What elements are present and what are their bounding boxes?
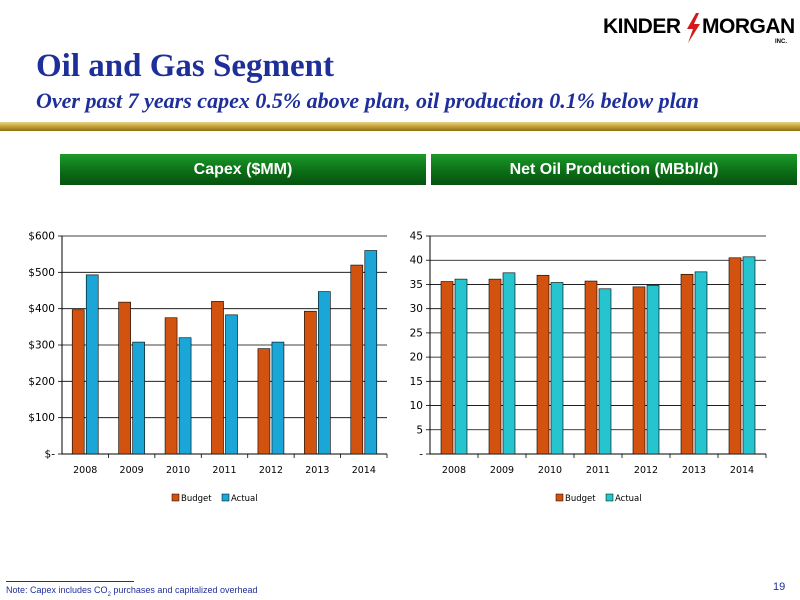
oil-bar-actual <box>742 256 756 455</box>
capex-bar-actual <box>318 291 331 455</box>
oil-bar-budget <box>536 274 550 455</box>
oil-bar-actual <box>598 288 612 455</box>
capex-category-label: 2012 <box>259 465 283 476</box>
oil-category-label: 2012 <box>634 465 658 476</box>
oil-ytick-label: 40 <box>410 255 423 267</box>
logo-word-kinder: KINDER <box>603 15 681 38</box>
capex-bar-actual <box>364 250 378 455</box>
footnote-suffix: purchases and capitalized overhead <box>110 585 258 595</box>
capex-bar-budget <box>118 301 131 455</box>
capex-legend-label-actual: Actual <box>231 494 258 504</box>
oil-bar-actual <box>646 285 660 455</box>
oil-bar-budget <box>728 257 742 455</box>
capex-legend-swatch-budget <box>171 493 180 502</box>
oil-category-label: 2013 <box>682 465 706 476</box>
footnote-divider <box>6 581 134 582</box>
capex-chart: $- $100 $200 $300 $400 $500 $600 2008 2009 2010 20… <box>15 208 395 518</box>
oil-bar-actual <box>694 271 708 455</box>
oil-bar-budget <box>584 280 598 455</box>
oil-ytick-label: 35 <box>410 279 423 291</box>
page-subtitle: Over past 7 years capex 0.5% above plan,… <box>36 88 700 113</box>
capex-bar-budget <box>257 348 271 455</box>
gold-divider <box>0 122 800 131</box>
capex-bar-actual <box>132 341 145 455</box>
oil-bar-actual <box>454 278 468 455</box>
oil-ytick-label: 5 <box>416 424 423 436</box>
capex-bar-actual <box>178 337 192 455</box>
oil-bar-budget <box>632 286 646 455</box>
capex-ytick-label: $500 <box>28 267 55 279</box>
oil-category-label: 2014 <box>730 465 754 476</box>
oil-legend-label-budget: Budget <box>565 494 596 504</box>
capex-ytick-label: $100 <box>28 412 55 424</box>
oil-production-chart-svg: - 5 10 15 20 25 30 35 40 45 2008 2009 2010 2011 2012 20… <box>410 231 767 504</box>
oil-ytick-label: 10 <box>410 400 423 412</box>
capex-bar-budget <box>304 310 317 455</box>
capex-bar-actual <box>271 341 285 455</box>
capex-bar-budget <box>164 317 178 455</box>
capex-bar-budget <box>71 309 85 455</box>
capex-bar-actual <box>85 274 99 455</box>
capex-category-label: 2011 <box>212 465 236 476</box>
oil-ytick-label: 45 <box>410 231 423 243</box>
oil-category-label: 2011 <box>586 465 610 476</box>
footnote-subscript: 2 <box>107 591 111 598</box>
capex-category-label: 2010 <box>166 465 190 476</box>
oil-ytick-label: - <box>419 449 423 461</box>
capex-category-label: 2014 <box>352 465 376 476</box>
oil-bar-budget <box>440 281 454 455</box>
oil-ytick-label: 15 <box>410 376 423 388</box>
oil-category-label: 2010 <box>538 465 562 476</box>
oil-category-label: 2008 <box>442 465 466 476</box>
capex-category-label: 2009 <box>120 465 144 476</box>
capex-bar-budget <box>211 301 224 455</box>
oil-legend-swatch-actual <box>605 493 614 502</box>
capex-bar-actual <box>225 314 238 455</box>
oil-ytick-label: 25 <box>410 327 423 339</box>
capex-ytick-label: $300 <box>28 340 55 352</box>
lightning-bolt-icon <box>687 13 700 43</box>
oil-production-chart: - 5 10 15 20 25 30 35 40 45 2008 2009 2010 2011 2012 20… <box>398 208 778 518</box>
kinder-morgan-logo: KINDER MORGAN INC. <box>603 13 795 45</box>
footnote-prefix: Note: Capex includes CO <box>6 585 108 595</box>
oil-legend-swatch-budget <box>555 493 564 502</box>
logo-inc: INC. <box>775 39 787 45</box>
oil-ytick-label: 30 <box>410 303 423 315</box>
capex-ytick-label: $200 <box>28 376 55 388</box>
footnote: Note: Capex includes CO2 purchases and c… <box>6 585 258 598</box>
capex-chart-svg: $- $100 $200 $300 $400 $500 $600 2008 2009 2010 20… <box>28 231 388 504</box>
oil-legend-label-actual: Actual <box>615 494 642 504</box>
capex-category-label: 2008 <box>73 465 97 476</box>
capex-category-label: 2013 <box>305 465 329 476</box>
oil-ytick-label: 20 <box>410 352 423 364</box>
capex-ytick-label: $- <box>45 449 56 461</box>
capex-ytick-label: $600 <box>28 231 55 243</box>
page-title: Oil and Gas Segment <box>36 48 334 84</box>
oil-bar-budget <box>488 278 502 455</box>
capex-header: Capex ($MM) <box>60 154 426 185</box>
oil-production-header: Net Oil Production (MBbl/d) <box>431 154 797 185</box>
oil-category-label: 2009 <box>490 465 514 476</box>
capex-legend-label-budget: Budget <box>181 494 212 504</box>
oil-bar-actual <box>502 272 516 455</box>
capex-ytick-label: $400 <box>28 303 55 315</box>
logo-word-morgan: MORGAN <box>702 15 795 38</box>
capex-bar-budget <box>350 264 364 455</box>
page-number: 19 <box>773 581 786 593</box>
oil-bar-actual <box>550 282 564 455</box>
capex-legend-swatch-actual <box>221 493 230 502</box>
oil-bar-budget <box>680 273 694 455</box>
